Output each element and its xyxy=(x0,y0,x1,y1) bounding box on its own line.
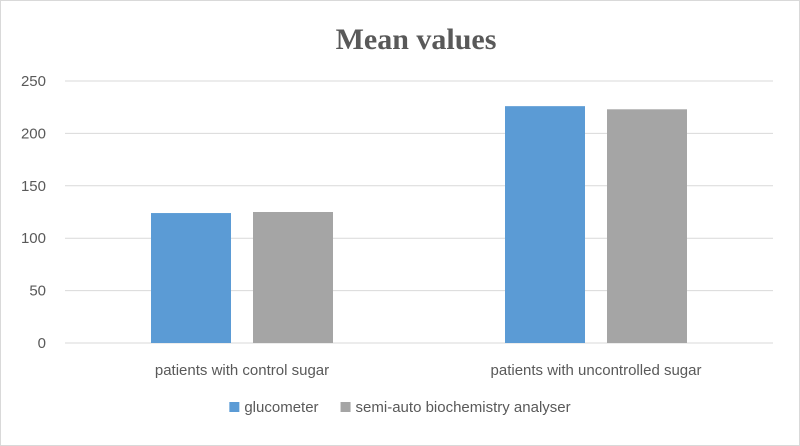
bar-semi-auto-biochemistry-analyser xyxy=(607,109,687,344)
x-category-label: patients with uncontrolled sugar xyxy=(491,362,702,379)
legend-label: glucometer xyxy=(244,399,318,416)
y-tick-label: 200 xyxy=(21,125,46,142)
y-tick-label: 0 xyxy=(38,335,46,352)
legend-item: glucometer xyxy=(229,399,319,416)
legend: glucometer semi-auto biochemistry analyse… xyxy=(229,399,571,416)
y-tick-label: 250 xyxy=(21,73,46,90)
legend-item: semi-auto biochemistry analyser xyxy=(340,399,571,416)
bars xyxy=(151,106,687,344)
bar-glucometer xyxy=(505,106,585,343)
y-tick-label: 50 xyxy=(29,283,46,300)
chart-title: Mean values xyxy=(336,23,497,56)
y-tick-label: 100 xyxy=(21,230,46,247)
x-axis-labels: patients with control sugar patients with… xyxy=(155,362,702,379)
bar-semi-auto-biochemistry-analyser xyxy=(253,212,333,343)
legend-label: semi-auto biochemistry analyser xyxy=(356,399,571,416)
y-tick-label: 150 xyxy=(21,178,46,195)
legend-swatch xyxy=(340,402,351,412)
x-category-label: patients with control sugar xyxy=(155,362,329,379)
legend-swatch xyxy=(229,402,240,412)
y-axis-ticks: 0 50 100 150 200 250 xyxy=(21,73,46,352)
bar-glucometer xyxy=(151,213,231,343)
